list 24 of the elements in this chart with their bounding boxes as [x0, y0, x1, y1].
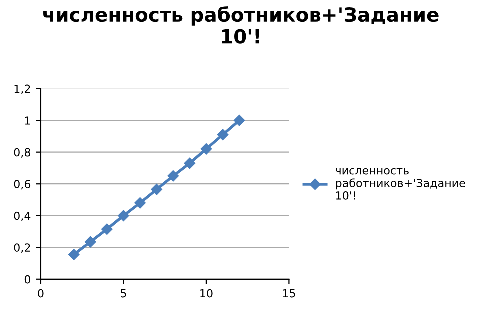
legend-label: численность работников+'Задание 10'!	[336, 168, 466, 200]
point	[151, 184, 162, 196]
x-tick-label: 15	[283, 289, 296, 298]
point	[184, 158, 196, 170]
y-tick-label: 0,6	[14, 180, 31, 190]
point	[118, 210, 130, 222]
y-tick-label: 0,4	[14, 212, 31, 222]
chart-title: численность работников+'Задание 10'!	[44, 6, 439, 44]
point	[102, 224, 113, 235]
y-tick-label: 0	[24, 275, 31, 284]
y-tick-label: 1	[25, 116, 30, 125]
point	[85, 236, 96, 248]
y-tick-label: 0,8	[14, 148, 30, 158]
x-tick-label: 5	[121, 289, 126, 298]
point	[168, 170, 179, 182]
point	[217, 129, 229, 140]
point	[134, 198, 146, 209]
point	[200, 144, 212, 155]
x-tick-label: 10	[200, 289, 213, 298]
x-tick-label: 0	[38, 289, 44, 298]
y-tick-label: 1,2	[14, 84, 30, 94]
point	[234, 114, 246, 126]
point	[68, 249, 80, 260]
y-tick-label: 0,2	[14, 244, 30, 254]
